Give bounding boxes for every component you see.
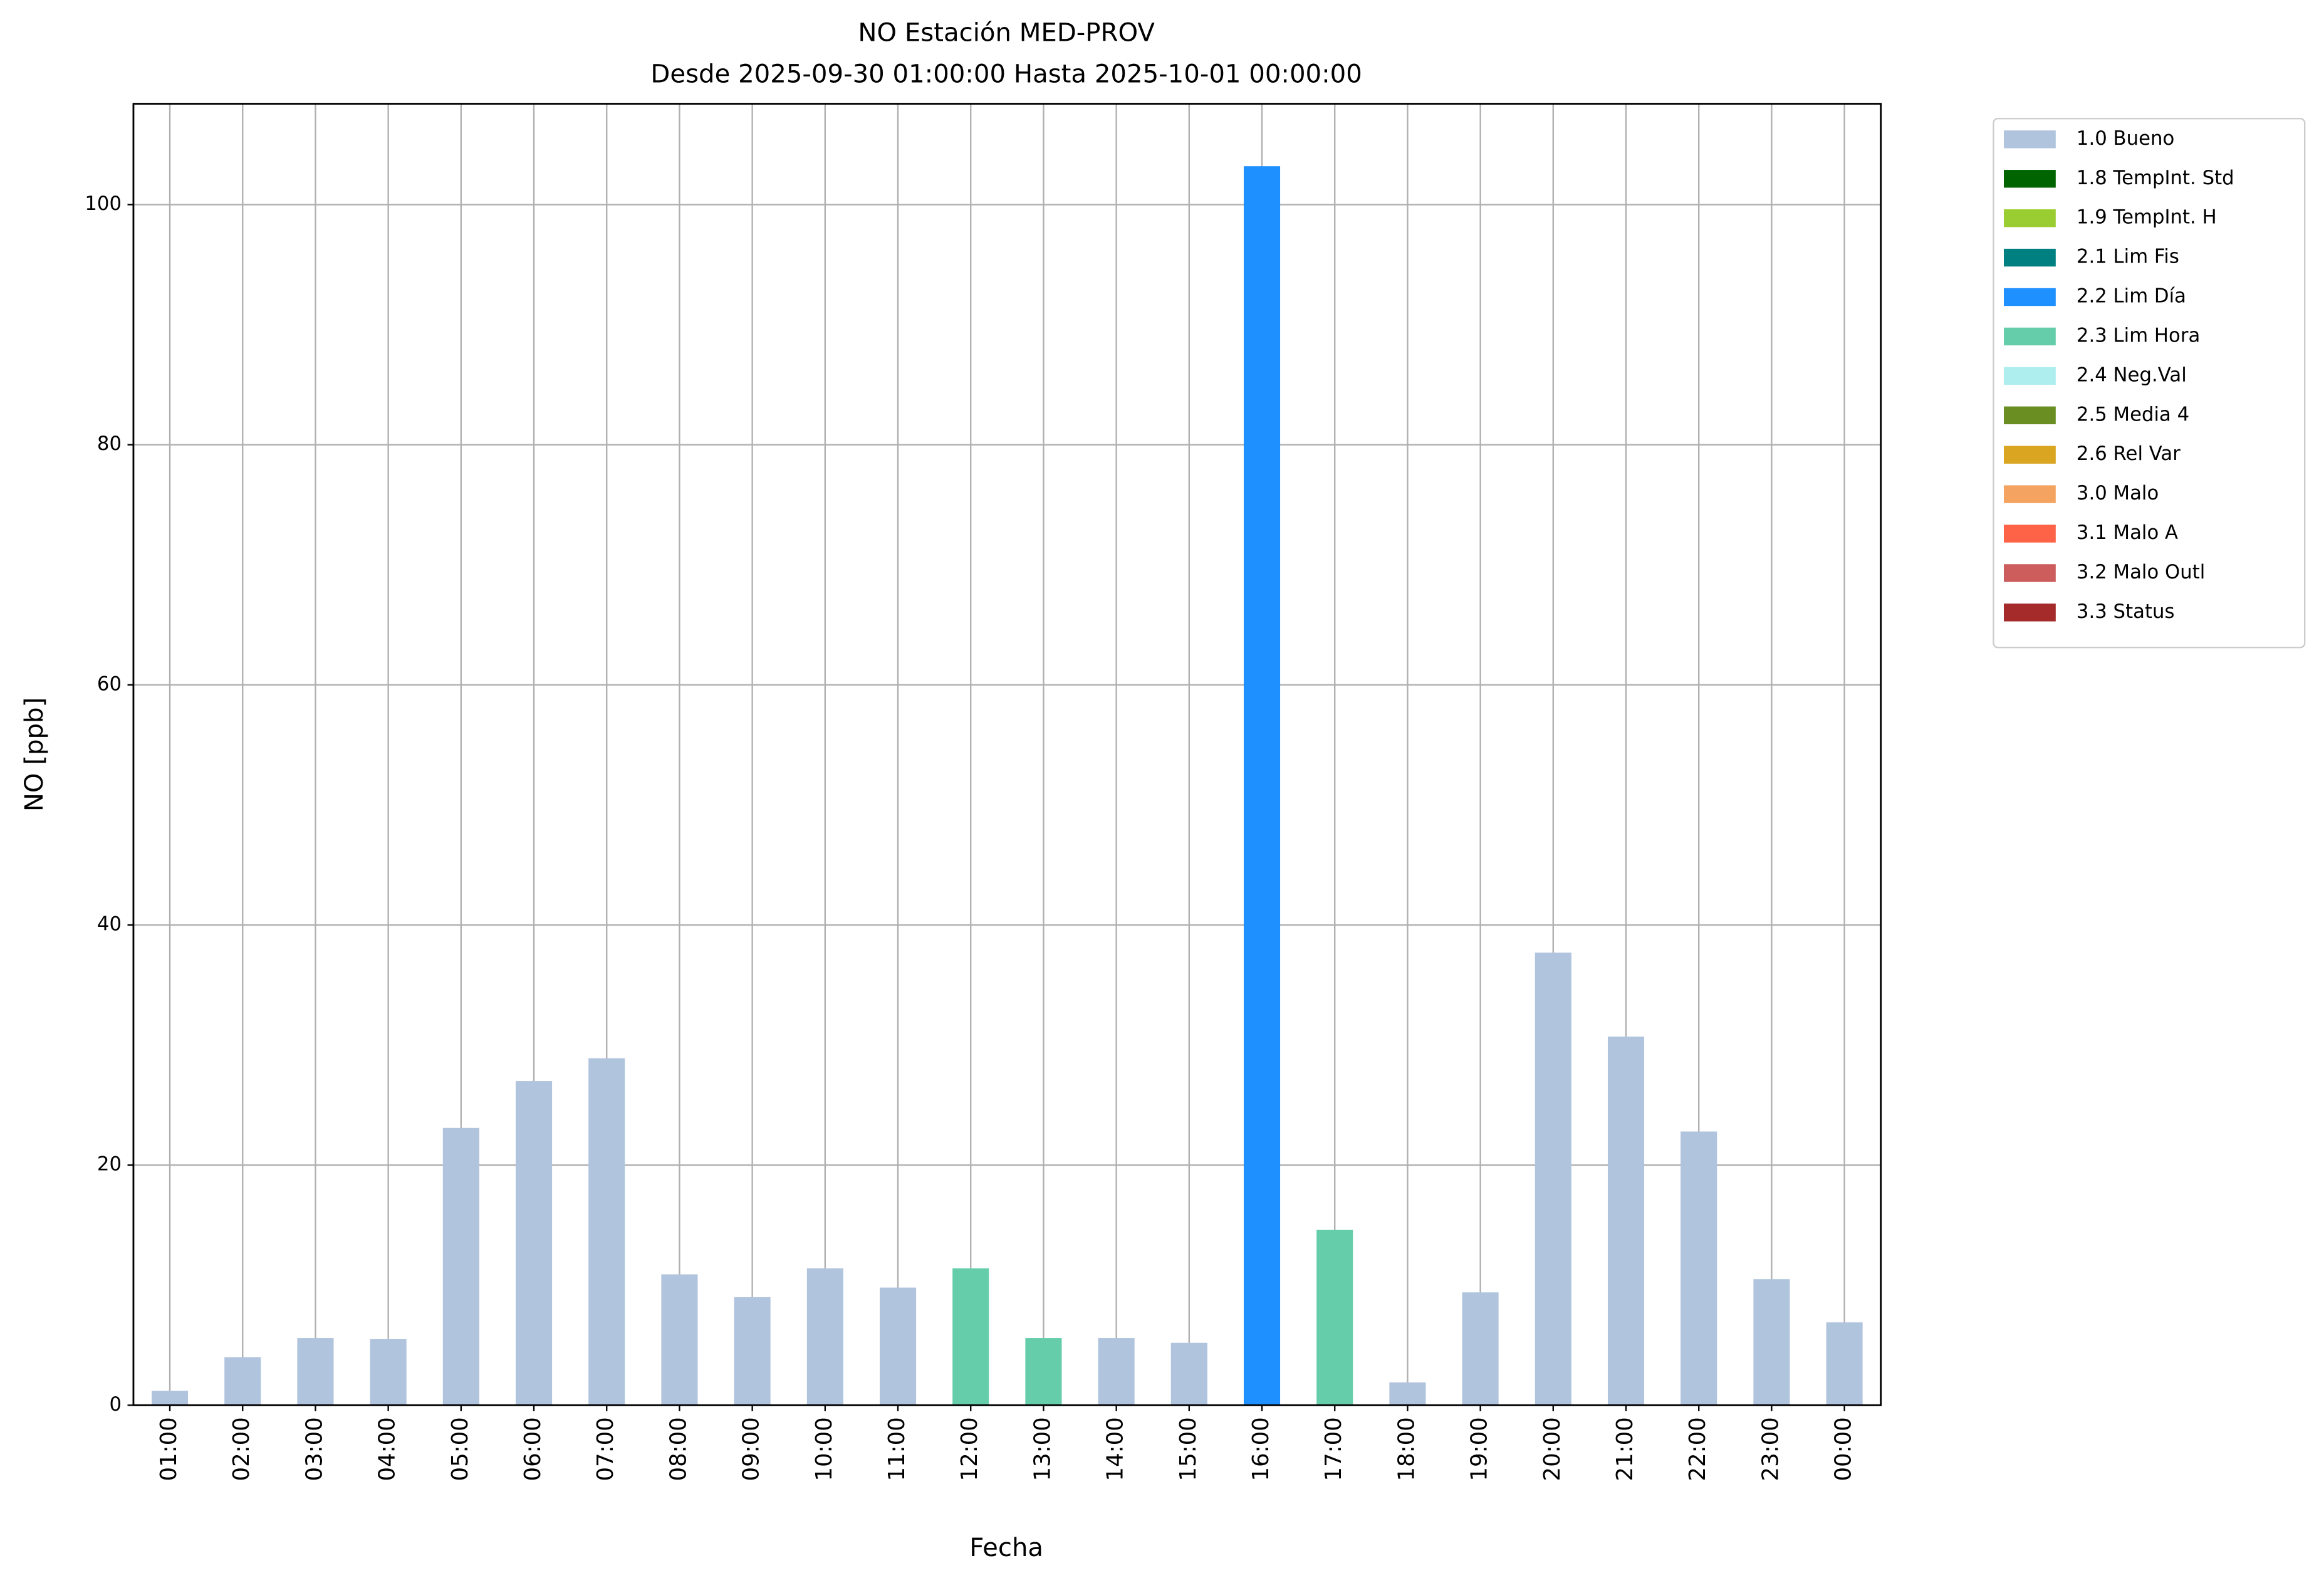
- bar: [734, 1297, 771, 1406]
- bar: [1680, 1131, 1717, 1406]
- legend-swatch: [2004, 406, 2056, 424]
- x-axis-label: Fecha: [969, 1533, 1043, 1562]
- legend-box: [1993, 118, 2306, 649]
- bar: [1535, 953, 1571, 1406]
- bar: [442, 1127, 479, 1406]
- x-tick-label: 23:00: [1758, 1417, 1783, 1481]
- legend-swatch: [2004, 485, 2056, 503]
- x-tick-label: 03:00: [301, 1417, 327, 1481]
- legend-label: 2.5 Media 4: [2076, 403, 2189, 426]
- legend-swatch: [2004, 367, 2056, 385]
- bar: [297, 1338, 334, 1406]
- x-tick-label: 05:00: [447, 1417, 473, 1481]
- x-tick-label: 01:00: [156, 1417, 182, 1481]
- legend-label: 2.2 Lim Día: [2076, 285, 2186, 308]
- bar: [370, 1339, 407, 1406]
- bar: [1826, 1322, 1863, 1406]
- legend-label: 3.2 Malo Outl: [2076, 561, 2205, 583]
- x-tick-label: 19:00: [1467, 1417, 1493, 1481]
- x-tick-label: 08:00: [665, 1417, 691, 1481]
- x-tick-label: 12:00: [957, 1417, 982, 1481]
- legend-label: 3.1 Malo A: [2076, 521, 2178, 544]
- x-tick-label: 00:00: [1831, 1417, 1857, 1481]
- x-tick-label: 17:00: [1321, 1417, 1347, 1481]
- bar: [1462, 1292, 1499, 1406]
- x-tick-label: 22:00: [1685, 1417, 1711, 1481]
- bar: [1753, 1279, 1790, 1406]
- chart-subtitle: Desde 2025-09-30 01:00:00 Hasta 2025-10-…: [650, 60, 1362, 89]
- bar: [1025, 1338, 1062, 1406]
- legend-swatch: [2004, 248, 2056, 267]
- legend-swatch: [2004, 288, 2056, 306]
- legend-label: 2.3 Lim Hora: [2076, 324, 2200, 347]
- y-tick-label: 60: [97, 672, 122, 695]
- bar: [1098, 1338, 1135, 1406]
- x-tick-label: 11:00: [884, 1417, 910, 1481]
- bar: [1607, 1037, 1645, 1406]
- x-tick-label: 09:00: [739, 1417, 764, 1481]
- bar: [1389, 1382, 1426, 1406]
- x-tick-label: 04:00: [375, 1417, 400, 1481]
- legend-label: 2.6 Rel Var: [2076, 442, 2181, 465]
- legend-label: 3.3 Status: [2076, 600, 2175, 623]
- legend-swatch: [2004, 564, 2056, 582]
- bar: [1170, 1342, 1207, 1406]
- bar: [661, 1274, 698, 1406]
- bar: [224, 1357, 261, 1406]
- x-tick-label: 20:00: [1540, 1417, 1565, 1481]
- legend-label: 2.1 Lim Fis: [2076, 246, 2179, 268]
- x-tick-label: 06:00: [520, 1417, 546, 1481]
- legend-label: 1.0 Bueno: [2076, 127, 2174, 150]
- legend-label: 1.8 TempInt. Std: [2076, 167, 2234, 189]
- bar: [151, 1391, 189, 1406]
- legend-swatch: [2004, 525, 2056, 543]
- y-tick-label: 80: [97, 432, 122, 455]
- legend-label: 2.4 Neg.Val: [2076, 363, 2187, 386]
- chart-title: NO Estación MED-PROV: [858, 18, 1155, 47]
- x-tick-label: 21:00: [1612, 1417, 1638, 1481]
- x-tick-label: 18:00: [1394, 1417, 1419, 1481]
- legend-swatch: [2004, 130, 2056, 149]
- x-tick-label: 15:00: [1175, 1417, 1201, 1481]
- bar: [515, 1081, 553, 1406]
- x-tick-label: 02:00: [229, 1417, 254, 1481]
- legend-label: 1.9 TempInt. H: [2076, 206, 2217, 229]
- x-tick-label: 10:00: [811, 1417, 837, 1481]
- legend-swatch: [2004, 446, 2056, 464]
- legend-swatch: [2004, 170, 2056, 188]
- bar: [806, 1268, 843, 1406]
- y-tick-label: 20: [97, 1153, 122, 1176]
- bar: [1316, 1230, 1353, 1406]
- bar: [879, 1287, 917, 1406]
- bar: [588, 1058, 625, 1406]
- plot-frame: [132, 103, 1882, 1406]
- legend-swatch: [2004, 209, 2056, 227]
- x-tick-label: 13:00: [1029, 1417, 1055, 1481]
- y-tick-label: 100: [85, 192, 122, 215]
- bar: [952, 1268, 989, 1406]
- legend-swatch: [2004, 327, 2056, 346]
- legend-label: 3.0 Malo: [2076, 482, 2159, 504]
- x-tick-label: 16:00: [1248, 1417, 1274, 1481]
- y-tick-label: 40: [97, 913, 122, 936]
- y-tick-label: 0: [109, 1393, 122, 1416]
- x-tick-label: 07:00: [593, 1417, 618, 1481]
- x-tick-label: 14:00: [1103, 1417, 1128, 1481]
- bar: [1243, 166, 1281, 1406]
- legend-swatch: [2004, 603, 2056, 622]
- y-axis-label: NO [ppb]: [20, 697, 49, 812]
